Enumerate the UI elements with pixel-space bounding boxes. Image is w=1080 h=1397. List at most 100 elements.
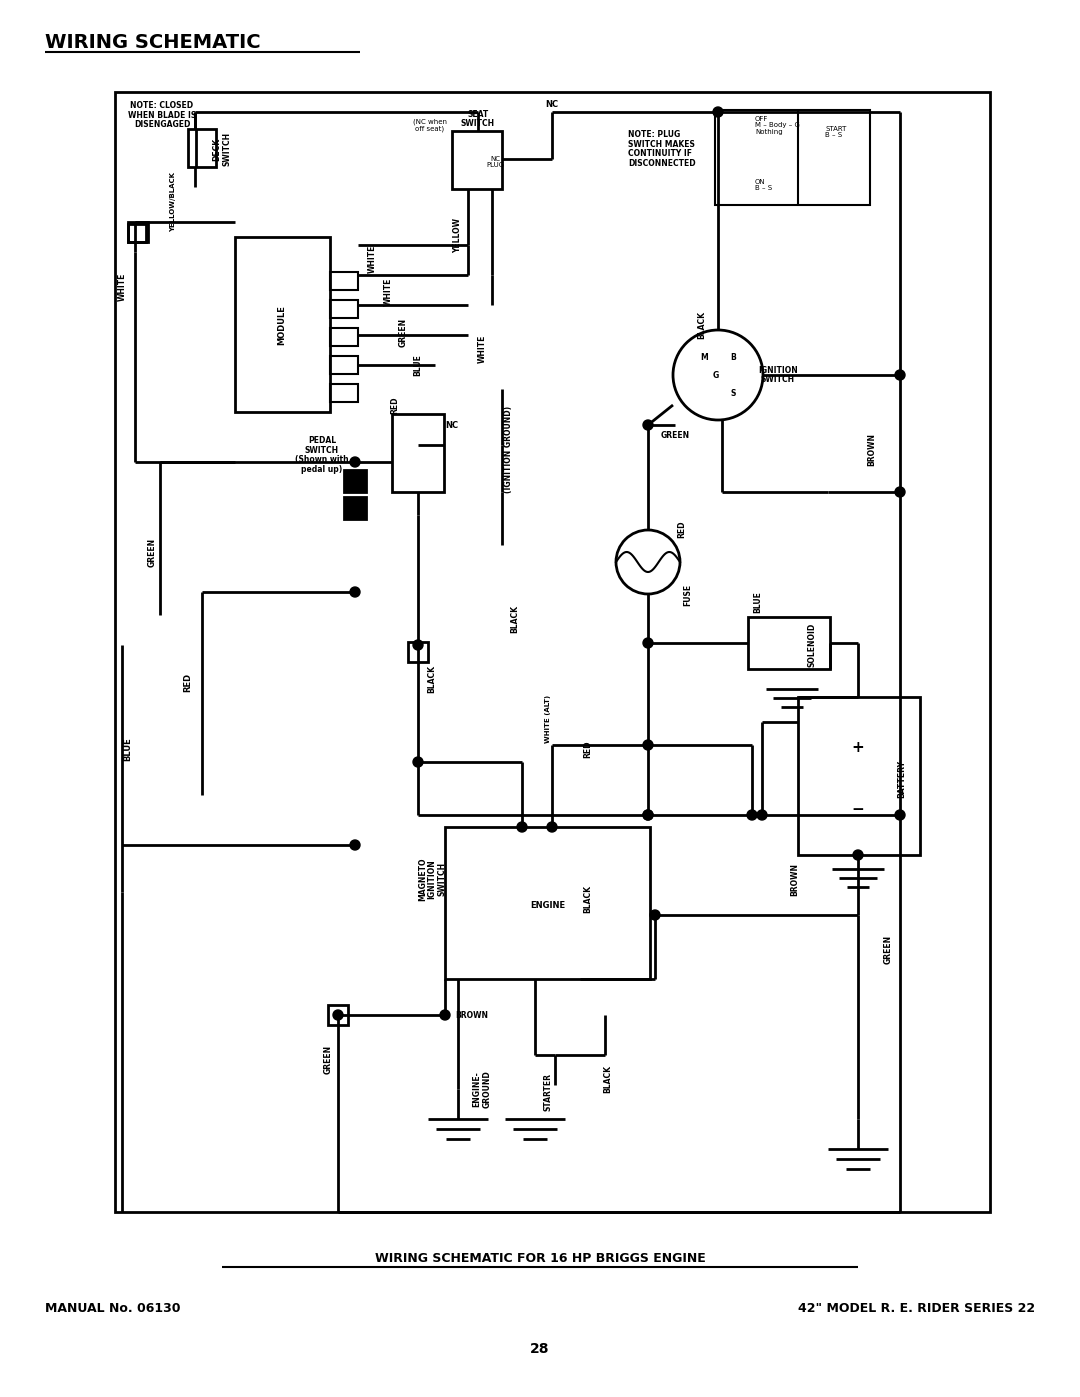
Text: B: B xyxy=(730,352,735,362)
Text: SOLENOID: SOLENOID xyxy=(808,623,816,668)
Text: WHITE: WHITE xyxy=(118,272,126,302)
Bar xyxy=(328,1004,348,1025)
Text: GREEN: GREEN xyxy=(883,935,892,964)
Circle shape xyxy=(440,1010,450,1020)
Circle shape xyxy=(643,810,653,820)
Circle shape xyxy=(713,108,723,117)
Circle shape xyxy=(643,638,653,648)
Text: BLACK: BLACK xyxy=(511,605,519,633)
Text: WIRING SCHEMATIC: WIRING SCHEMATIC xyxy=(45,32,260,52)
Circle shape xyxy=(517,821,527,833)
Bar xyxy=(798,697,920,855)
Text: +: + xyxy=(852,739,864,754)
Text: ENGINE-
GROUND: ENGINE- GROUND xyxy=(473,1070,491,1108)
Text: RED: RED xyxy=(391,397,400,414)
Text: GREEN: GREEN xyxy=(661,430,689,440)
Text: SEAT
SWITCH: SEAT SWITCH xyxy=(461,109,495,129)
Text: DECK
SWITCH: DECK SWITCH xyxy=(213,131,231,166)
Circle shape xyxy=(350,587,360,597)
Circle shape xyxy=(643,810,653,820)
Text: ENGINE: ENGINE xyxy=(530,901,566,909)
Bar xyxy=(453,131,502,189)
Text: M: M xyxy=(700,352,707,362)
Text: ON
B – S: ON B – S xyxy=(755,179,772,191)
Circle shape xyxy=(757,810,767,820)
Text: BLUE: BLUE xyxy=(754,591,762,613)
Text: YELLOW: YELLOW xyxy=(454,218,462,253)
Text: (IGNITION GROUND): (IGNITION GROUND) xyxy=(503,405,513,493)
Bar xyxy=(408,643,428,662)
Bar xyxy=(330,356,357,374)
Bar xyxy=(129,224,146,242)
Bar xyxy=(345,497,366,520)
Text: 42" MODEL R. E. RIDER SERIES 22: 42" MODEL R. E. RIDER SERIES 22 xyxy=(798,1302,1035,1316)
Text: WHITE (ALT): WHITE (ALT) xyxy=(545,694,551,743)
Circle shape xyxy=(853,849,863,861)
Text: MAGNETO
IGNITION
SWITCH: MAGNETO IGNITION SWITCH xyxy=(418,858,446,901)
Text: NO: NO xyxy=(345,510,359,520)
Text: BLUE: BLUE xyxy=(414,353,422,376)
Circle shape xyxy=(747,810,757,820)
Bar xyxy=(330,328,357,346)
Text: (NC when
off seat): (NC when off seat) xyxy=(413,119,447,131)
Text: NOTE: PLUG
SWITCH MAKES
CONTINUITY IF
DISCONNECTED: NOTE: PLUG SWITCH MAKES CONTINUITY IF DI… xyxy=(627,130,696,168)
Text: START
B – S: START B – S xyxy=(825,126,847,138)
Bar xyxy=(715,110,870,205)
Text: RED: RED xyxy=(184,672,192,692)
Text: NOTE: CLOSED
WHEN BLADE IS
DISENGAGED: NOTE: CLOSED WHEN BLADE IS DISENGAGED xyxy=(127,101,197,129)
Bar xyxy=(392,414,444,492)
Text: OFF
M – Body – G
Nothing: OFF M – Body – G Nothing xyxy=(755,116,800,134)
Circle shape xyxy=(350,840,360,849)
Text: BLACK: BLACK xyxy=(583,886,593,914)
Text: FUSE: FUSE xyxy=(684,584,692,606)
Text: BLACK: BLACK xyxy=(604,1065,612,1092)
Circle shape xyxy=(895,810,905,820)
Bar xyxy=(114,92,990,1213)
Text: NC
PLUG: NC PLUG xyxy=(486,155,504,168)
Text: STARTER: STARTER xyxy=(543,1073,553,1111)
Text: BLACK: BLACK xyxy=(428,665,436,693)
Text: WIRING SCHEMATIC FOR 16 HP BRIGGS ENGINE: WIRING SCHEMATIC FOR 16 HP BRIGGS ENGINE xyxy=(375,1253,705,1266)
Text: MODULE: MODULE xyxy=(278,305,286,345)
Text: WHITE: WHITE xyxy=(383,278,392,306)
Circle shape xyxy=(895,488,905,497)
Text: YELLOW/BLACK: YELLOW/BLACK xyxy=(170,172,176,232)
Bar xyxy=(748,617,831,669)
Bar xyxy=(129,222,148,242)
Bar xyxy=(188,129,216,168)
Text: BROWN: BROWN xyxy=(791,862,799,895)
Bar xyxy=(330,300,357,319)
Circle shape xyxy=(895,370,905,380)
Text: −: − xyxy=(852,802,864,816)
Text: BATTERY: BATTERY xyxy=(897,760,906,798)
Circle shape xyxy=(643,740,653,750)
Circle shape xyxy=(413,757,423,767)
Bar xyxy=(345,469,366,492)
Circle shape xyxy=(413,640,423,650)
Text: IGNITION
SWITCH: IGNITION SWITCH xyxy=(758,366,798,384)
Text: BLUE: BLUE xyxy=(123,738,133,761)
Text: NC: NC xyxy=(445,420,459,429)
Circle shape xyxy=(650,909,660,921)
Text: NC: NC xyxy=(545,99,558,109)
Circle shape xyxy=(333,1010,343,1020)
Text: BROWN: BROWN xyxy=(456,1010,488,1020)
Text: RED: RED xyxy=(583,740,593,757)
Text: WHITE: WHITE xyxy=(367,244,377,274)
Text: BLACK: BLACK xyxy=(698,312,706,339)
Text: G: G xyxy=(713,370,719,380)
Text: GREEN: GREEN xyxy=(148,538,157,567)
Circle shape xyxy=(350,457,360,467)
Circle shape xyxy=(643,420,653,430)
Bar xyxy=(330,384,357,402)
Text: BROWN: BROWN xyxy=(867,433,877,465)
Text: PEDAL
SWITCH
(Shown with
pedal up): PEDAL SWITCH (Shown with pedal up) xyxy=(295,436,349,474)
Bar xyxy=(330,272,357,291)
Text: MANUAL No. 06130: MANUAL No. 06130 xyxy=(45,1302,180,1316)
Bar xyxy=(235,237,330,412)
Text: WHITE: WHITE xyxy=(477,335,486,363)
Text: 28: 28 xyxy=(530,1343,550,1356)
Text: RED: RED xyxy=(677,520,687,538)
Text: S: S xyxy=(730,388,735,398)
Text: GREEN: GREEN xyxy=(324,1045,333,1073)
